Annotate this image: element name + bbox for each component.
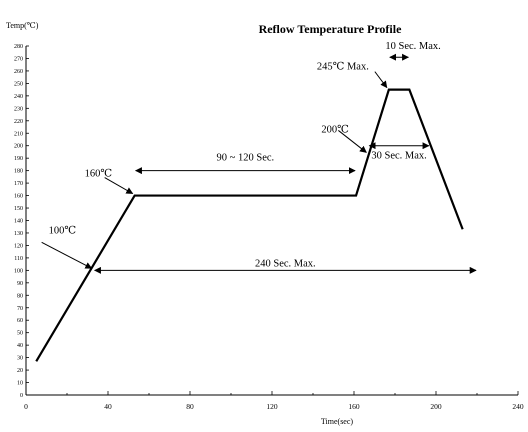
y-tick-label: 30 (17, 356, 23, 362)
y-tick-label: 270 (14, 56, 23, 62)
annotation-arrow (41, 241, 93, 269)
y-tick-label: 100 (14, 268, 23, 274)
y-tick-label: 220 (14, 119, 23, 125)
y-tick-label: 120 (14, 243, 23, 249)
x-tick-label: 80 (186, 402, 194, 411)
span-label: 240 Sec. Max. (255, 258, 316, 269)
x-tick-label: 240 (512, 402, 524, 411)
y-tick-label: 160 (14, 194, 23, 200)
y-tick-label: 190 (14, 156, 23, 162)
y-tick-label: 90 (17, 281, 23, 287)
profile-line (35, 88, 464, 362)
annotation-arrow (338, 130, 367, 153)
y-tick-label: 110 (14, 256, 23, 262)
span-label: 10 Sec. Max. (385, 41, 440, 52)
x-axis-label: Time(sec) (321, 417, 353, 426)
annotation-label: 160℃ (85, 169, 113, 180)
y-axis-label: Temp(℃) (6, 21, 39, 30)
y-tick-label: 70 (17, 306, 23, 312)
y-tick-label: 0 (20, 393, 23, 399)
profile-series (35, 88, 464, 362)
x-tick-label: 160 (348, 402, 360, 411)
annotation-arrow (104, 177, 134, 195)
annotations: 100℃ 160℃ 200℃ 245℃ Max. 90 ~ 120 Sec. 240 Se… (41, 41, 477, 274)
y-tick-label: 260 (14, 69, 23, 75)
y-tick-label: 60 (17, 318, 23, 324)
y-tick-label: 200 (14, 144, 23, 150)
y-tick-label: 150 (14, 206, 23, 212)
y-tick-label: 140 (14, 219, 23, 225)
y-tick-label: 210 (14, 131, 23, 137)
y-tick-label: 20 (17, 368, 23, 374)
chart-title: Reflow Temperature Profile (259, 22, 403, 36)
y-tick-label: 80 (17, 293, 23, 299)
x-tick-label: 200 (430, 402, 442, 411)
y-tick-label: 250 (14, 81, 23, 87)
y-tick-label: 10 (17, 381, 23, 387)
x-tick-label: 40 (104, 402, 112, 411)
y-tick-label: 50 (17, 331, 23, 337)
x-tick-label: 0 (24, 402, 28, 411)
annotation-label: 200℃ (321, 124, 349, 135)
axes: 0 10 20 30 40 50 60 70 80 90 100 110 120 130 140 150 160… (14, 44, 524, 411)
y-tick-label: 280 (14, 44, 23, 50)
x-tick-label: 120 (266, 402, 278, 411)
annotation-label: 245℃ Max. (317, 62, 369, 73)
y-tick-label: 240 (14, 94, 23, 100)
annotation-arrow (374, 71, 388, 89)
y-tick-label: 40 (17, 343, 23, 349)
span-label: 90 ~ 120 Sec. (217, 153, 275, 164)
annotation-label: 100℃ (49, 225, 77, 236)
y-tick-label: 180 (14, 169, 23, 175)
y-tick-label: 170 (14, 181, 23, 187)
y-tick-label: 130 (14, 231, 23, 237)
y-tick-label: 230 (14, 106, 23, 112)
span-label: 30 Sec. Max. (371, 151, 426, 162)
